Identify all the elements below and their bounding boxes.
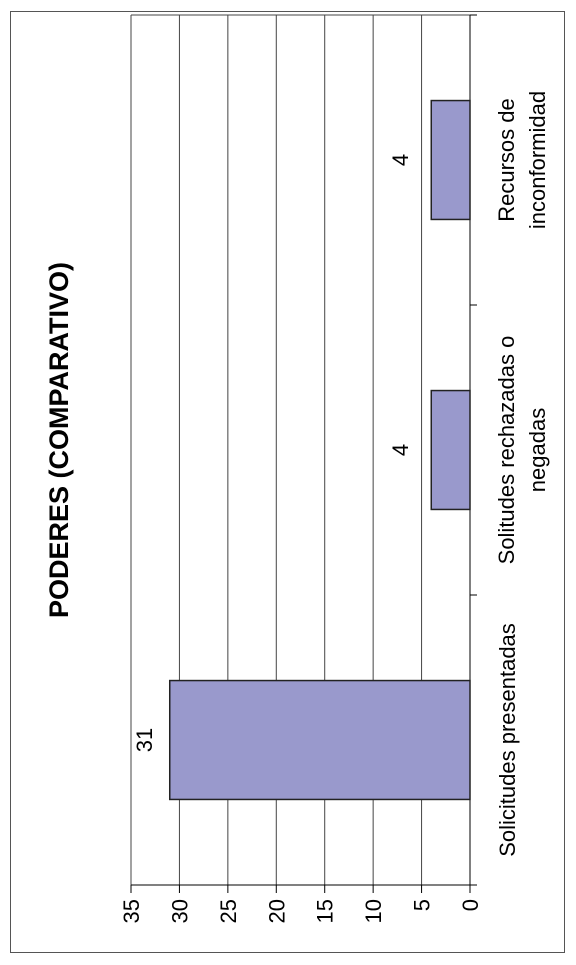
value-tick-label: 0 [458,899,483,911]
value-tick-label: 5 [410,899,435,911]
bar [430,99,471,221]
value-tick-label: 30 [167,899,192,923]
data-label: 4 [388,444,413,456]
category-label: Recursos de [494,98,519,222]
value-tick-label: 10 [361,899,386,923]
chart-title: PODERES (COMPARATIVO) [44,262,74,618]
category-label: Solitudes rechazadas o [494,336,519,565]
bar [430,389,471,511]
value-tick-label: 15 [313,899,338,923]
bar [168,679,471,801]
value-tick-label: 25 [216,899,241,923]
value-tick-label: 35 [119,899,144,923]
data-label: 4 [388,154,413,166]
value-tick-label: 20 [264,899,289,923]
category-label: negadas [525,408,550,492]
data-label: 31 [132,728,157,752]
category-label: inconformidad [525,91,550,229]
category-label: Solicitudes presentadas [495,623,520,857]
